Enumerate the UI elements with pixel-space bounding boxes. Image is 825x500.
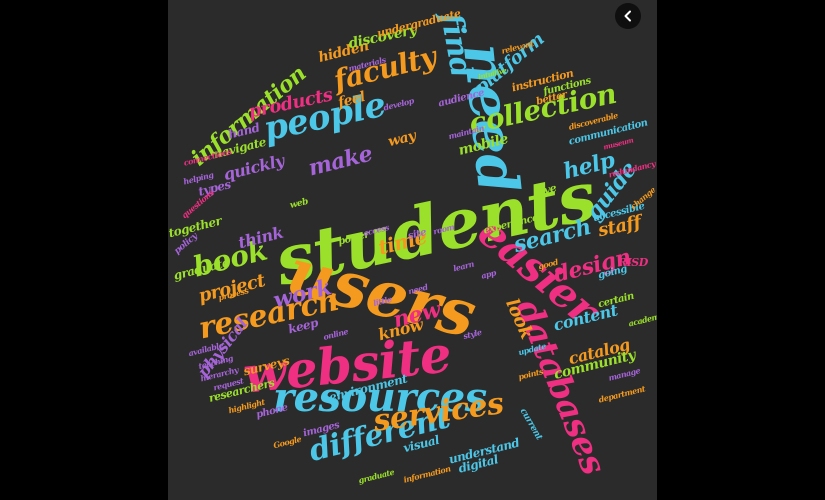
cloud-word: make xyxy=(305,140,375,182)
cloud-word: develop xyxy=(382,95,415,113)
cloud-word: current xyxy=(517,406,544,442)
cloud-word: academic xyxy=(627,309,657,329)
cloud-word: app xyxy=(480,267,497,281)
cloud-word: RISD xyxy=(618,256,648,269)
word-cloud-image: students users website resources easier need p… xyxy=(168,0,657,500)
cloud-word: department xyxy=(597,383,646,405)
cloud-word: way xyxy=(386,127,418,151)
chevron-left-icon xyxy=(624,10,631,22)
cloud-word: information xyxy=(402,463,452,485)
cloud-word: Google xyxy=(272,433,303,451)
cloud-word: resources xyxy=(273,374,487,421)
back-button[interactable] xyxy=(615,3,641,29)
cloud-word: graduate xyxy=(357,466,396,486)
cloud-word: quickly xyxy=(221,150,286,185)
cloud-word: web xyxy=(288,196,310,212)
cloud-word: museum xyxy=(602,135,635,152)
cloud-word: style xyxy=(462,326,483,342)
